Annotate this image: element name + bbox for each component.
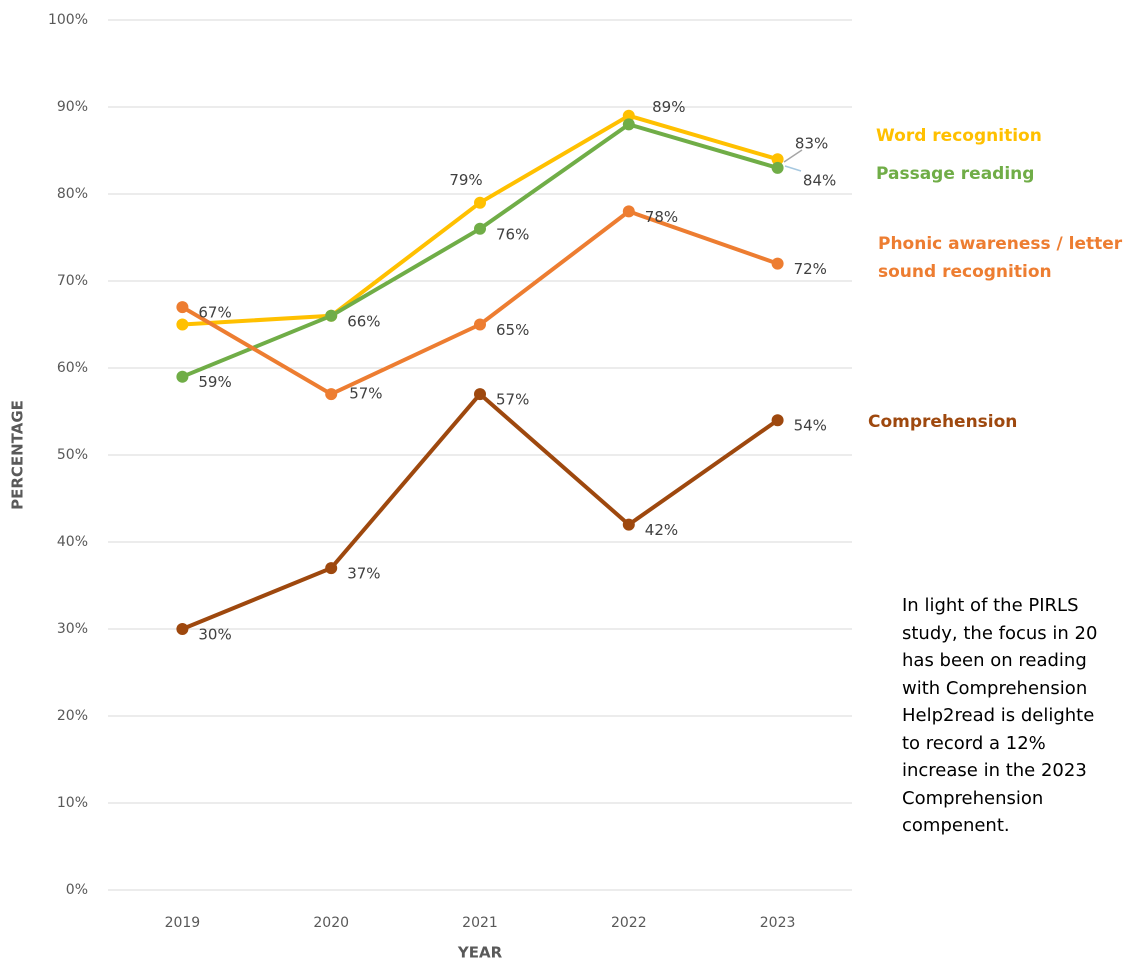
x-tick-label: 2021	[462, 915, 498, 931]
annotation: In light of the PIRLS study, the focus in…	[902, 592, 1097, 840]
point	[771, 414, 784, 427]
point	[474, 318, 486, 331]
annotation-line: with Comprehension	[902, 677, 1088, 699]
data-label: 76%	[496, 225, 529, 243]
x-axis-title: YEAR	[457, 944, 503, 962]
data-label: 57%	[349, 385, 382, 403]
point	[474, 196, 486, 209]
point	[176, 301, 189, 314]
data-label: 79%	[449, 171, 482, 189]
leader-line	[784, 165, 802, 172]
data-label: 54%	[794, 417, 827, 435]
y-tick-label: 90%	[57, 99, 88, 115]
annotation-line: Comprehension	[902, 787, 1044, 809]
series-line	[181, 122, 779, 379]
legend-label: Word recognition	[876, 126, 1042, 146]
leader-line	[783, 149, 803, 163]
data-label: 84%	[803, 172, 836, 190]
point	[474, 222, 486, 235]
legend-label: Comprehension	[868, 412, 1018, 432]
point	[325, 562, 338, 575]
annotation-line: to record a 12%	[902, 732, 1046, 754]
point	[622, 518, 635, 531]
data-label: 42%	[645, 521, 678, 539]
y-tick-label: 80%	[57, 186, 88, 202]
data-label: 65%	[496, 321, 529, 339]
point	[771, 257, 784, 270]
y-tick-label: 60%	[57, 360, 88, 376]
point	[176, 370, 189, 383]
y-tick-label: 20%	[57, 708, 88, 724]
x-tick-label: 2019	[165, 915, 201, 931]
data-label: 30%	[198, 626, 231, 644]
point	[176, 623, 189, 635]
data-label: 78%	[645, 208, 678, 226]
x-tick-label: 2020	[313, 915, 349, 931]
x-tick-label: 2023	[760, 915, 796, 931]
y-tick-label: 30%	[57, 621, 88, 637]
point	[622, 109, 635, 122]
series-line	[181, 392, 779, 631]
annotation-line: has been on reading	[902, 650, 1087, 671]
series-line	[181, 209, 779, 397]
annotation-line: Help2read is delighte	[902, 705, 1095, 726]
y-tick-label: 50%	[57, 447, 88, 463]
annotation-line: increase in the 2023	[902, 760, 1087, 781]
point	[325, 309, 338, 322]
annotation-line: In light of the PIRLS	[902, 595, 1079, 616]
y-tick-label: 40%	[57, 534, 88, 550]
point	[771, 153, 784, 166]
series-line	[182, 113, 779, 327]
data-label: 59%	[198, 373, 231, 391]
data-label: 72%	[794, 260, 827, 278]
legend-label: Passage reading	[876, 164, 1035, 184]
data-label: 67%	[198, 304, 231, 322]
y-tick-label: 100%	[48, 12, 88, 28]
point	[622, 205, 635, 218]
y-tick-label: 70%	[57, 273, 88, 289]
point	[325, 388, 338, 401]
y-axis-title: PERCENTAGE	[9, 400, 27, 510]
annotation-line: compenent.	[902, 815, 1010, 836]
y-tick-label: 0%	[66, 882, 88, 898]
legend-label: Phonic awareness / letter sound recognit…	[878, 234, 1123, 282]
data-label: 66%	[347, 312, 380, 330]
annotation-line: study, the focus in 20	[902, 622, 1098, 644]
data-label: 83%	[795, 134, 828, 152]
x-tick-label: 2022	[611, 915, 647, 931]
data-label: 57%	[496, 391, 529, 409]
data-label: 89%	[652, 98, 685, 116]
point	[622, 118, 635, 131]
point	[474, 388, 486, 401]
y-tick-label: 10%	[57, 795, 88, 811]
data-label: 37%	[347, 565, 380, 583]
point	[771, 161, 784, 174]
point	[176, 318, 189, 331]
